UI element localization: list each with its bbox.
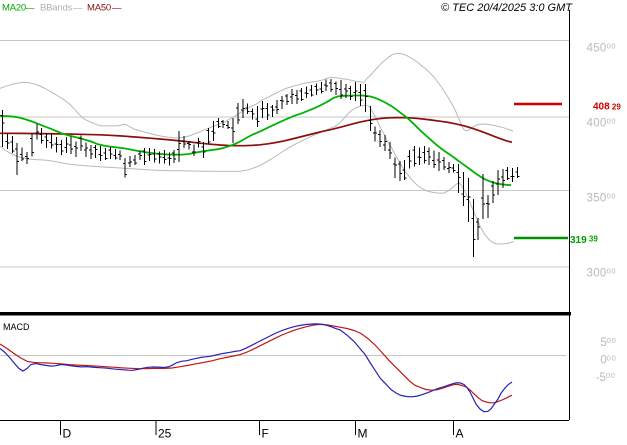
svg-text:319 39: 319 39 [570,235,598,246]
svg-text:D: D [63,427,72,441]
svg-text:25: 25 [158,427,172,441]
svg-text:F: F [262,427,269,441]
svg-text:408 29: 408 29 [593,102,621,113]
svg-text:MACD: MACD [3,322,30,332]
svg-text:MA20—BBands—MA50—: MA20— BBands— MA50— [2,3,122,14]
svg-text:A: A [456,427,464,441]
svg-text:© TEC 20/4/2025 3:0 GMT: © TEC 20/4/2025 3:0 GMT [441,2,573,14]
svg-text:M: M [358,427,368,441]
